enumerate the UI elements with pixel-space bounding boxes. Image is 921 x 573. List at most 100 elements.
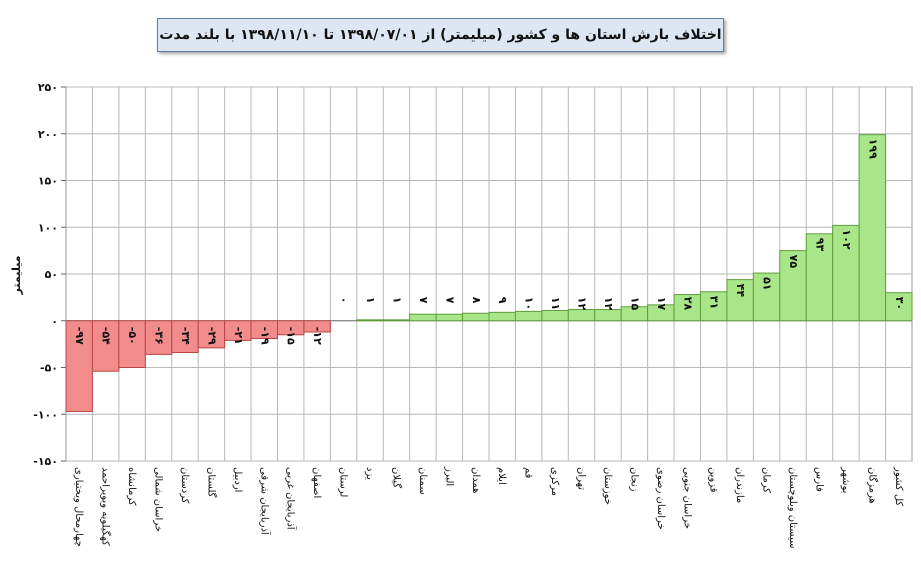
data-label: ۱۵ xyxy=(628,297,641,311)
x-category-label: کل کشور xyxy=(893,466,904,506)
bar xyxy=(382,319,411,322)
data-label: -۲۹ xyxy=(205,327,218,345)
data-label: -۲۱ xyxy=(232,327,245,345)
data-label: ۷ xyxy=(443,297,456,304)
bar xyxy=(514,310,543,322)
y-tick-label: -۵۰ xyxy=(40,362,58,375)
x-category-label: لرستان xyxy=(338,467,349,497)
data-label: -۵۴ xyxy=(100,327,113,345)
x-category-label: خراسان رضوی xyxy=(655,467,666,530)
y-tick-label: ۲۵۰ xyxy=(38,81,58,94)
bar xyxy=(594,309,622,322)
data-label: ۱۷ xyxy=(655,297,668,311)
data-label: -۹۷ xyxy=(73,327,86,345)
bar xyxy=(541,309,569,322)
x-category-label: کرمان xyxy=(761,467,772,493)
data-label: -۱۹ xyxy=(258,327,271,345)
x-category-label: هرمزگان xyxy=(866,467,878,504)
data-label: ۱۱ xyxy=(549,297,562,310)
bar xyxy=(752,272,781,322)
data-label: ۱ xyxy=(364,297,377,304)
data-label: ۷ xyxy=(417,297,430,304)
bar xyxy=(65,320,93,412)
bar xyxy=(700,291,728,322)
bar xyxy=(779,250,807,322)
x-category-label: اردبیل xyxy=(232,467,243,492)
data-label: ۰ xyxy=(338,297,351,304)
bar xyxy=(726,279,754,322)
data-label: ۳۱ xyxy=(708,296,721,309)
x-category-label: زنجان xyxy=(628,467,639,492)
x-category-label: بوشهر xyxy=(840,466,851,493)
y-tick-label: ۱۰۰ xyxy=(38,221,58,234)
y-tick-label: ۲۰۰ xyxy=(38,128,58,141)
x-category-label: قم xyxy=(523,467,534,479)
x-category-label: آذربایجان غربی xyxy=(285,467,298,531)
chart-title: اختلاف بارش استان ها و کشور (میلیمتر) از… xyxy=(159,27,722,43)
bar xyxy=(488,311,516,322)
bar xyxy=(91,320,120,372)
data-label: -۵۰ xyxy=(126,327,139,345)
x-category-label: گلستان xyxy=(205,467,217,498)
x-category-label: سیستان وبلوچستان xyxy=(787,467,798,549)
x-category-label: خوزستان xyxy=(602,467,613,505)
data-label: ۲۸ xyxy=(681,297,694,311)
x-category-label: چهارمحال وبختیاری xyxy=(73,467,84,547)
y-axis-label: میلیمتر xyxy=(10,256,23,296)
data-label: ۱۹۹ xyxy=(866,139,879,159)
bar xyxy=(858,134,887,322)
bar xyxy=(462,312,490,322)
data-label: ۹۳ xyxy=(813,238,826,252)
chart-title-box: اختلاف بارش استان ها و کشور (میلیمتر) از… xyxy=(157,18,724,52)
data-label: ۱ xyxy=(390,297,403,304)
bar xyxy=(356,319,384,322)
bar xyxy=(567,309,596,322)
x-category-label: فارس xyxy=(813,467,824,492)
data-label: ۱۰ xyxy=(523,297,536,310)
x-category-label: ایلام xyxy=(496,467,507,485)
y-tick-label: ۵۰ xyxy=(45,268,58,281)
x-category-label: اصفهان xyxy=(311,467,322,498)
x-category-label: کرمانشاه xyxy=(126,467,137,506)
data-label: ۷۵ xyxy=(787,255,800,269)
x-category-label: خراسان جنوبی xyxy=(681,467,692,529)
x-category-label: همدان xyxy=(470,467,481,493)
bar xyxy=(885,292,913,322)
data-label: ۴۴ xyxy=(734,284,747,298)
bar xyxy=(303,320,331,333)
y-tick-label: -۱۰۰ xyxy=(33,408,58,421)
data-label: -۱۲ xyxy=(311,327,324,345)
data-label: -۱۵ xyxy=(285,327,298,345)
x-category-label: تهران xyxy=(576,467,587,490)
data-label: ۸ xyxy=(470,297,483,304)
x-category-label: مازندران xyxy=(734,467,745,503)
x-category-label: قزوین xyxy=(708,467,719,493)
x-category-label: خراسان شمالی xyxy=(153,467,164,532)
bar xyxy=(118,320,146,368)
x-category-label: آذربایجان شرقی xyxy=(258,467,271,536)
x-category-label: مرکزی xyxy=(549,467,560,496)
data-label: ۵۱ xyxy=(761,277,774,290)
data-label: ۱۰۲ xyxy=(840,229,853,249)
data-label: ۱۲ xyxy=(576,297,589,311)
bar xyxy=(832,224,860,322)
data-label: ۳۰ xyxy=(893,297,906,310)
y-tick-label: -۱۵۰ xyxy=(33,455,58,468)
data-label: ۱۲ xyxy=(602,297,615,311)
bar xyxy=(435,313,464,322)
x-category-label: سمنان xyxy=(417,467,428,495)
data-label: -۳۴ xyxy=(179,327,192,345)
x-category-label: کردستان xyxy=(179,467,190,504)
y-tick-label: ۰ xyxy=(51,315,58,328)
x-category-label: یزد xyxy=(364,467,375,480)
x-category-label: گیلان xyxy=(390,467,402,488)
data-label: -۳۶ xyxy=(153,327,166,345)
y-tick-label: ۱۵۰ xyxy=(38,175,58,188)
x-category-label: البرز xyxy=(443,466,454,486)
bar xyxy=(197,320,226,349)
bar xyxy=(171,320,199,354)
data-label: ۹ xyxy=(496,297,509,304)
x-category-label: کهگیلویه وبویراحمد xyxy=(100,467,112,546)
bar xyxy=(144,320,173,355)
